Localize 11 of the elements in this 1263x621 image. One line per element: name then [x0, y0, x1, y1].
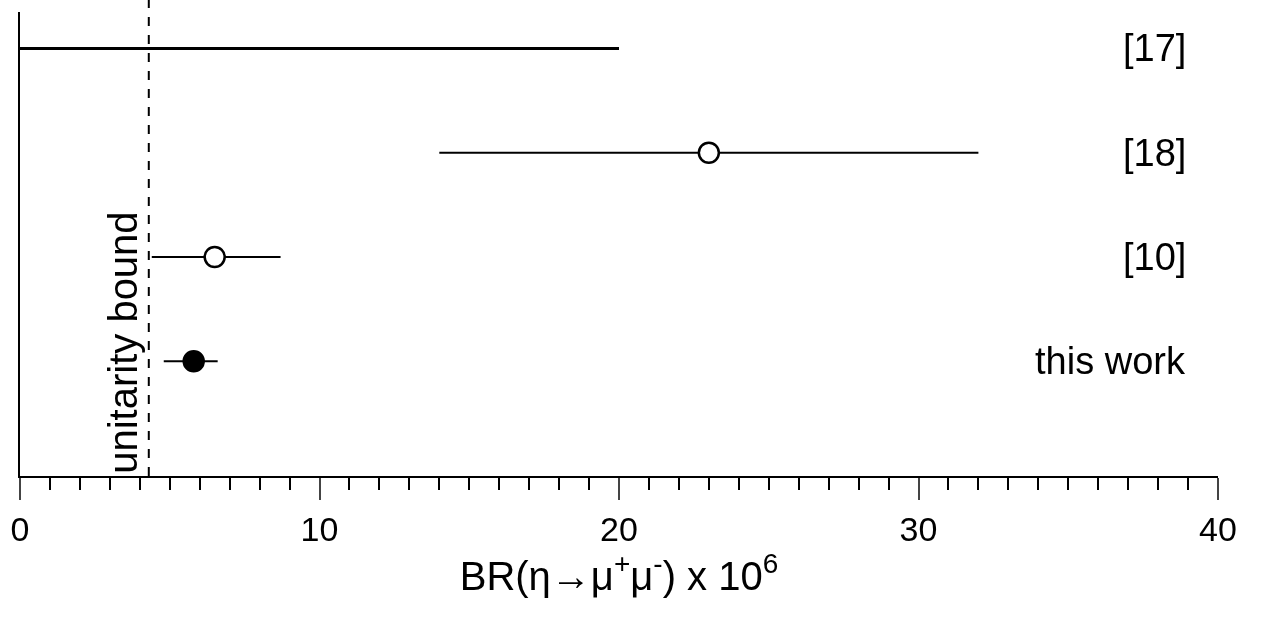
x-tick-label: 0 — [10, 509, 30, 548]
x-tick-label: 30 — [899, 509, 938, 548]
y-tick-label: this work — [1035, 340, 1186, 382]
y-tick-label: [17] — [1123, 27, 1187, 69]
x-tick-label: 10 — [300, 509, 339, 548]
x-tick-label: 20 — [600, 509, 638, 548]
y-tick-label: [18] — [1123, 132, 1187, 174]
x-axis-title: BR(η→μ$^{+}$μ$^{-}$) x 10$^{6}$ — [459, 548, 779, 598]
y-tick-label: [10] — [1123, 236, 1187, 278]
x-tick-label: 40 — [1199, 509, 1237, 548]
ref-line-label: unitarity bound — [100, 211, 145, 474]
